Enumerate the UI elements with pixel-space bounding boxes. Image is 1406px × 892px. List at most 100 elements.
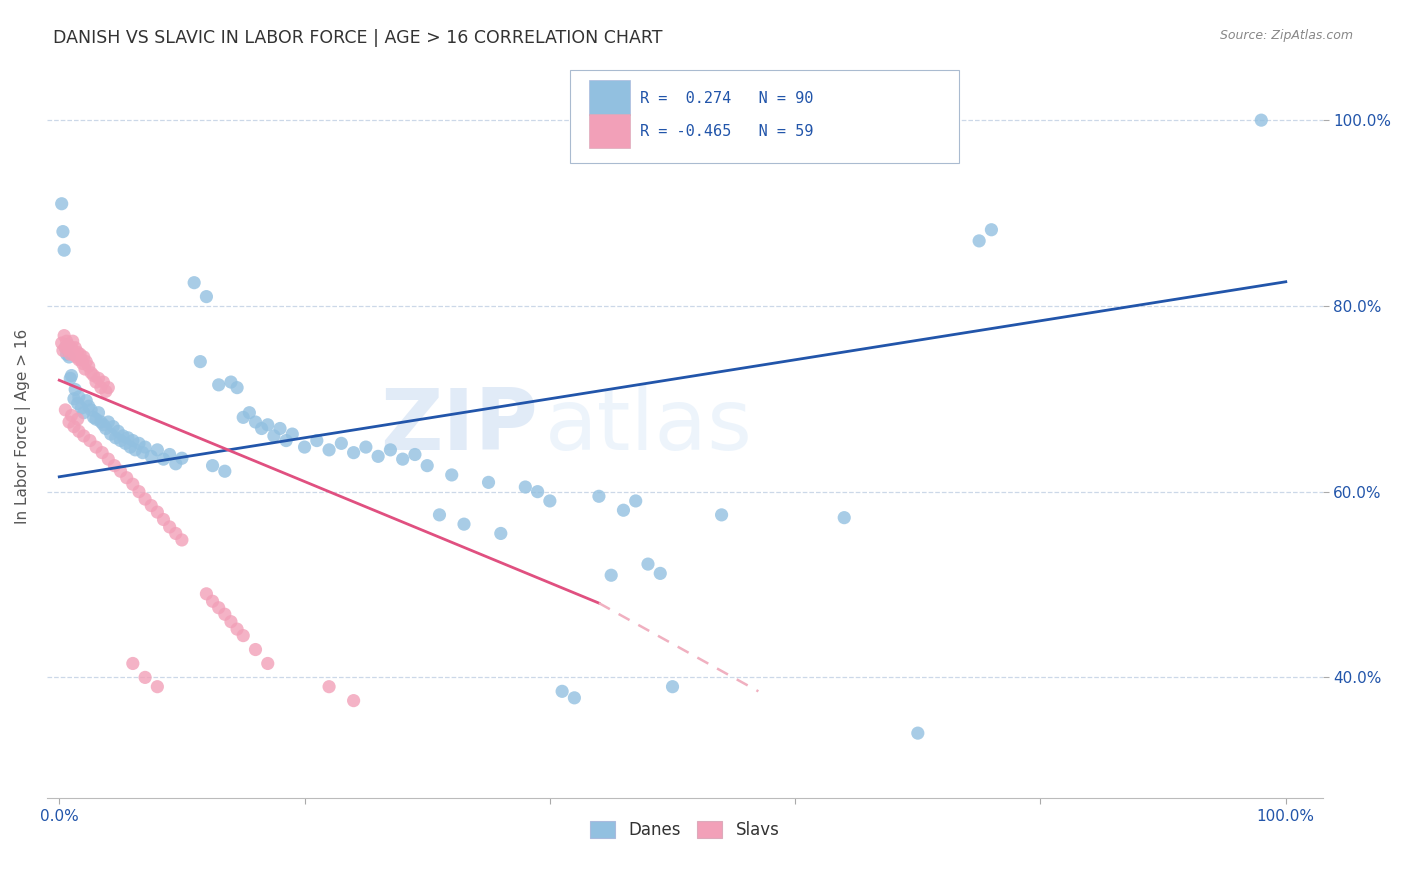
Point — [612, 503, 634, 517]
Point — [661, 680, 683, 694]
Point — [208, 377, 231, 392]
Point — [58, 350, 80, 364]
Point — [188, 354, 211, 368]
Point — [214, 607, 236, 622]
Point — [152, 452, 174, 467]
Point — [305, 434, 328, 448]
Point — [245, 642, 267, 657]
Point — [710, 508, 733, 522]
Point — [67, 390, 90, 404]
Point — [440, 467, 463, 482]
Point — [226, 381, 249, 395]
Point — [52, 343, 75, 358]
Point — [121, 477, 143, 491]
Point — [59, 371, 82, 385]
Point — [624, 494, 647, 508]
Point — [67, 352, 90, 367]
Point — [256, 657, 278, 671]
Point — [526, 484, 548, 499]
Point — [103, 419, 125, 434]
Point — [80, 403, 103, 417]
Point — [214, 464, 236, 478]
Point — [83, 410, 105, 425]
Point — [53, 328, 76, 343]
Point — [141, 450, 163, 464]
Point — [111, 429, 134, 443]
Point — [453, 517, 475, 532]
Point — [477, 475, 499, 490]
Point — [90, 381, 112, 395]
Point — [195, 290, 218, 304]
Point — [263, 429, 285, 443]
Point — [564, 690, 586, 705]
Point — [97, 381, 120, 395]
Point — [60, 368, 83, 383]
Point — [56, 338, 79, 352]
Point — [77, 359, 100, 374]
Point — [128, 484, 150, 499]
Point — [1250, 113, 1272, 128]
Point — [91, 445, 114, 459]
Point — [70, 401, 93, 415]
Point — [165, 457, 187, 471]
Point — [120, 440, 142, 454]
Text: R =  0.274   N = 90: R = 0.274 N = 90 — [640, 91, 814, 106]
Point — [103, 458, 125, 473]
Point — [87, 371, 110, 385]
Point — [429, 508, 451, 522]
Point — [250, 421, 273, 435]
Point — [238, 406, 260, 420]
Point — [131, 445, 153, 459]
Point — [73, 406, 96, 420]
Point — [232, 410, 254, 425]
Point — [84, 412, 107, 426]
Point — [121, 434, 143, 448]
Point — [232, 629, 254, 643]
Point — [318, 442, 340, 457]
Point — [489, 526, 512, 541]
Point — [70, 352, 93, 367]
Point — [84, 375, 107, 389]
Legend: Danes, Slavs: Danes, Slavs — [583, 814, 786, 846]
Point — [79, 434, 101, 448]
Point — [114, 436, 136, 450]
Point — [515, 480, 537, 494]
Point — [538, 494, 561, 508]
Point — [62, 334, 84, 349]
Point — [219, 615, 242, 629]
Point — [53, 341, 76, 355]
Point — [53, 403, 76, 417]
Point — [141, 499, 163, 513]
Point — [245, 415, 267, 429]
Point — [58, 415, 80, 429]
Point — [146, 680, 169, 694]
Point — [165, 526, 187, 541]
Point — [159, 520, 181, 534]
Point — [60, 409, 83, 423]
Point — [183, 276, 205, 290]
Point — [195, 587, 218, 601]
Text: R = -0.465   N = 59: R = -0.465 N = 59 — [640, 124, 814, 139]
FancyBboxPatch shape — [589, 114, 630, 148]
Point — [343, 445, 366, 459]
Point — [63, 419, 86, 434]
Point — [391, 452, 413, 467]
Point — [907, 726, 929, 740]
Point — [63, 341, 86, 355]
Point — [66, 412, 89, 426]
Point — [75, 393, 97, 408]
Point — [97, 415, 120, 429]
Point — [93, 417, 115, 432]
Point — [59, 347, 82, 361]
Point — [51, 196, 73, 211]
Point — [219, 375, 242, 389]
Point — [77, 399, 100, 413]
Point — [100, 427, 122, 442]
Point — [72, 356, 94, 370]
Point — [69, 347, 91, 361]
Point — [110, 464, 132, 478]
Point — [170, 533, 193, 547]
Point — [110, 434, 132, 448]
Point — [650, 566, 672, 581]
Point — [90, 415, 112, 429]
